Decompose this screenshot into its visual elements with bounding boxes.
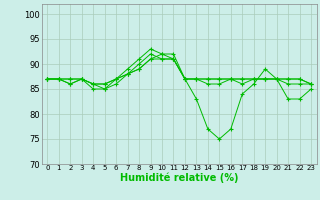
X-axis label: Humidité relative (%): Humidité relative (%) [120,173,238,183]
